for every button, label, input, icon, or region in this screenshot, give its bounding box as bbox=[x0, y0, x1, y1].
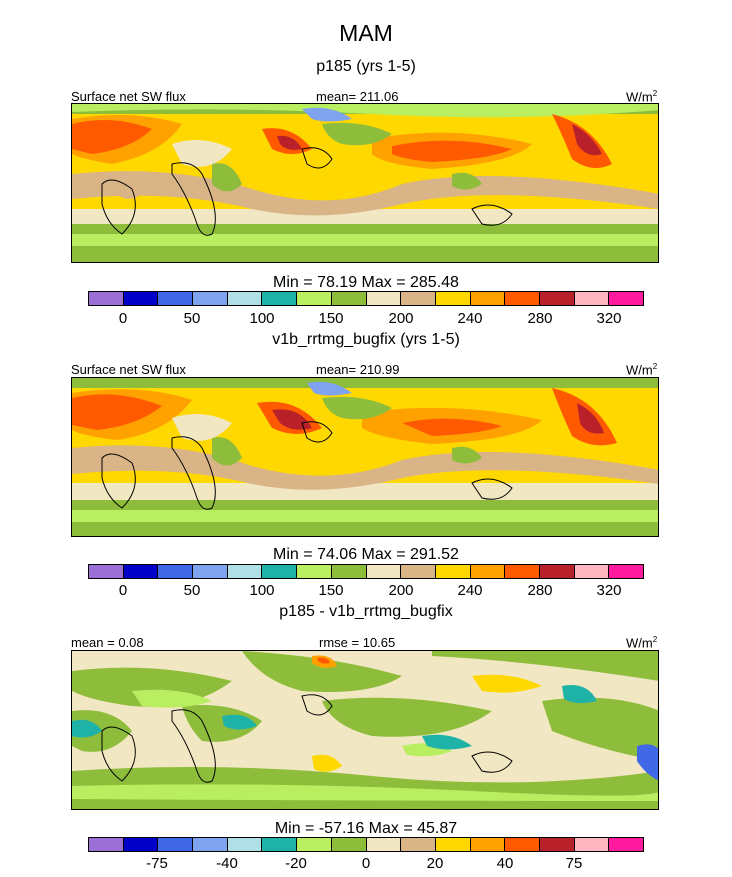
panel-2-stats: Min = 74.06 Max = 291.52 bbox=[273, 546, 459, 563]
colorbar-box bbox=[331, 565, 367, 578]
panel-2-colorbar bbox=[88, 564, 644, 579]
colorbar-box bbox=[262, 565, 298, 578]
colorbar-box bbox=[574, 565, 610, 578]
colorbar-box bbox=[89, 292, 124, 305]
panel-2-units: W/m2 bbox=[626, 362, 658, 378]
panel-2-mean-label: mean= 210.99 bbox=[316, 362, 400, 377]
colorbar-box bbox=[227, 838, 263, 851]
panel-2-title: v1b_rrtmg_bugfix (yrs 1-5) bbox=[272, 331, 460, 348]
panel-1-map-svg bbox=[72, 104, 658, 262]
colorbar-box bbox=[470, 565, 506, 578]
colorbar-box bbox=[505, 838, 540, 851]
panel-3-tick: 20 bbox=[426, 855, 444, 872]
colorbar-box bbox=[539, 292, 575, 305]
colorbar-box bbox=[435, 292, 471, 305]
colorbar-box bbox=[574, 838, 610, 851]
panel-1-tick: 0 bbox=[118, 310, 128, 327]
panel-1-tick: 320 bbox=[596, 310, 622, 327]
panel-3-rmse-label: rmse = 10.65 bbox=[319, 635, 396, 650]
colorbar-box bbox=[89, 565, 124, 578]
panel-3-tick: 40 bbox=[496, 855, 514, 872]
colorbar-box bbox=[262, 838, 298, 851]
colorbar-box bbox=[435, 838, 471, 851]
panel-2-map bbox=[71, 377, 659, 537]
colorbar-box bbox=[193, 838, 228, 851]
panel-1-tick: 280 bbox=[527, 310, 553, 327]
panel-1-tick: 200 bbox=[388, 310, 414, 327]
colorbar-box bbox=[331, 838, 367, 851]
colorbar-box bbox=[193, 292, 228, 305]
panel-3-tick: -75 bbox=[146, 855, 168, 872]
colorbar-box bbox=[297, 565, 332, 578]
colorbar-box bbox=[366, 565, 402, 578]
colorbar-box bbox=[227, 292, 263, 305]
colorbar-box bbox=[193, 565, 228, 578]
panel-3-tick: 75 bbox=[565, 855, 583, 872]
colorbar-box bbox=[227, 565, 263, 578]
colorbar-box bbox=[539, 838, 575, 851]
panel-3-tick: -40 bbox=[216, 855, 238, 872]
panel-2-tick: 50 bbox=[183, 582, 201, 599]
panel-1-tick: 240 bbox=[457, 310, 483, 327]
panel-3-colorbar bbox=[88, 837, 644, 852]
panel-1-tick: 150 bbox=[318, 310, 344, 327]
colorbar-box bbox=[262, 292, 298, 305]
colorbar-box bbox=[505, 565, 540, 578]
panel-2-tick: 0 bbox=[118, 582, 128, 599]
panel-3-map bbox=[71, 650, 659, 810]
panel-3-mean-label: mean = 0.08 bbox=[71, 635, 144, 650]
panel-1-title: p185 (yrs 1-5) bbox=[316, 58, 416, 75]
colorbar-box bbox=[89, 838, 124, 851]
colorbar-box bbox=[435, 565, 471, 578]
panel-2-left-label: Surface net SW flux bbox=[71, 362, 186, 377]
colorbar-box bbox=[609, 565, 643, 578]
panel-1-mean-label: mean= 211.06 bbox=[316, 89, 399, 104]
colorbar-box bbox=[505, 292, 540, 305]
colorbar-box bbox=[609, 838, 643, 851]
panel-3-map-svg bbox=[72, 651, 658, 809]
colorbar-box bbox=[123, 565, 159, 578]
panel-3-tick: -20 bbox=[285, 855, 307, 872]
colorbar-box bbox=[331, 292, 367, 305]
colorbar-box bbox=[401, 292, 436, 305]
main-title: MAM bbox=[339, 20, 393, 46]
colorbar-box bbox=[158, 292, 194, 305]
colorbar-box bbox=[470, 292, 506, 305]
panel-1-units: W/m2 bbox=[626, 89, 658, 105]
colorbar-box bbox=[401, 565, 436, 578]
colorbar-box bbox=[574, 292, 610, 305]
panel-1-stats: Min = 78.19 Max = 285.48 bbox=[273, 274, 459, 291]
colorbar-box bbox=[158, 565, 194, 578]
colorbar-box bbox=[123, 838, 159, 851]
panel-3-stats: Min = -57.16 Max = 45.87 bbox=[274, 820, 458, 837]
panel-1-map bbox=[71, 103, 659, 263]
panel-3-title: p185 - v1b_rrtmg_bugfix bbox=[279, 603, 453, 620]
panel-2-tick: 100 bbox=[249, 582, 275, 599]
panel-2-tick: 320 bbox=[596, 582, 622, 599]
panel-2-tick: 280 bbox=[527, 582, 553, 599]
colorbar-box bbox=[401, 838, 436, 851]
panel-3-units: W/m2 bbox=[626, 635, 658, 651]
panel-1-colorbar bbox=[88, 291, 644, 306]
panel-2-tick: 150 bbox=[318, 582, 344, 599]
colorbar-box bbox=[470, 838, 506, 851]
colorbar-box bbox=[609, 292, 643, 305]
panel-1-tick: 100 bbox=[249, 310, 275, 327]
colorbar-box bbox=[366, 838, 402, 851]
panel-2-tick: 240 bbox=[457, 582, 483, 599]
panel-1-left-label: Surface net SW flux bbox=[71, 89, 186, 104]
colorbar-box bbox=[366, 292, 402, 305]
colorbar-box bbox=[539, 565, 575, 578]
panel-2-map-svg bbox=[72, 378, 658, 536]
colorbar-box bbox=[123, 292, 159, 305]
panel-1-tick: 50 bbox=[183, 310, 201, 327]
colorbar-box bbox=[158, 838, 194, 851]
panel-2-tick: 200 bbox=[388, 582, 414, 599]
colorbar-box bbox=[297, 292, 332, 305]
panel-3-tick: 0 bbox=[361, 855, 371, 872]
colorbar-box bbox=[297, 838, 332, 851]
